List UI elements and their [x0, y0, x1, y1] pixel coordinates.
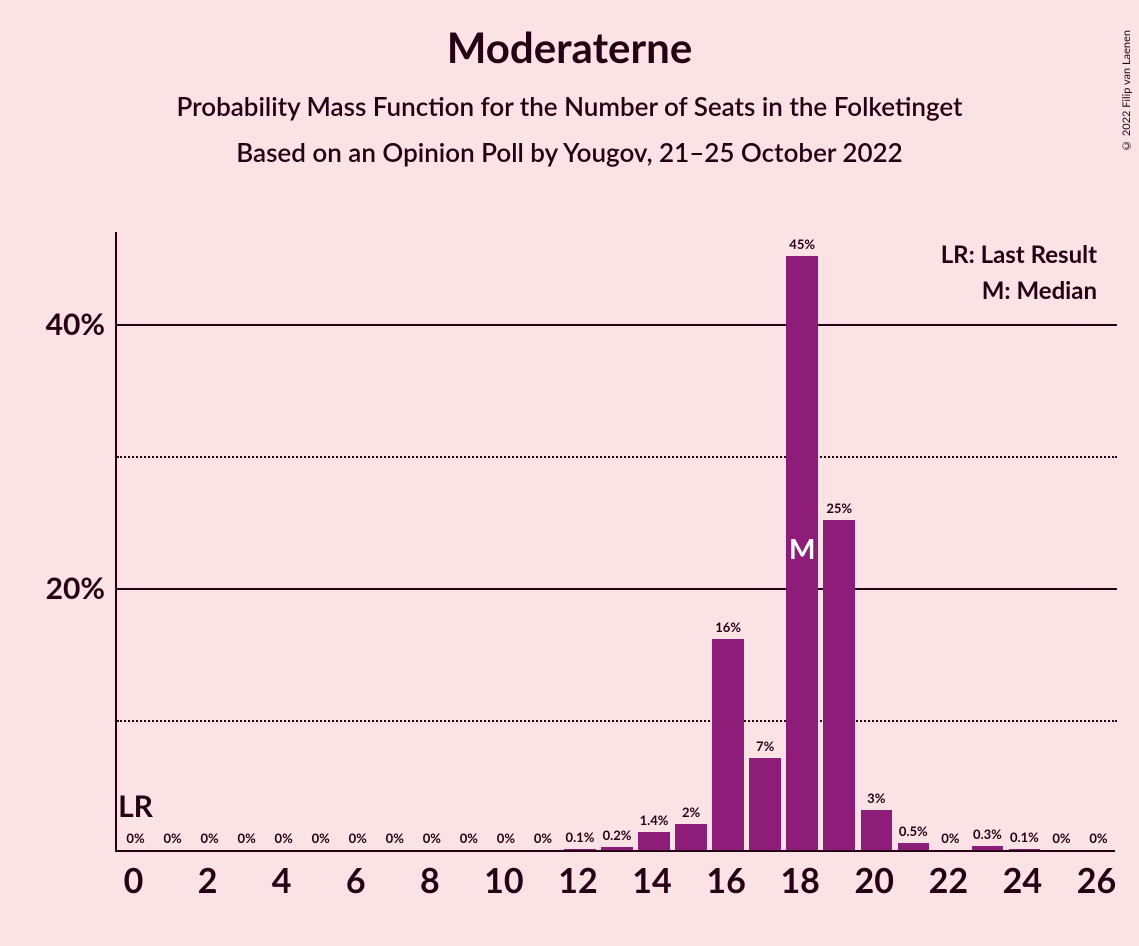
bar-value-label: 0% — [200, 830, 218, 846]
x-tick-label: 14 — [632, 860, 671, 901]
bar-value-label: 3% — [867, 790, 885, 806]
y-tick-label: 20% — [46, 570, 105, 606]
copyright-text: © 2022 Filip van Laenen — [1120, 30, 1133, 152]
x-tick-label: 2 — [198, 860, 218, 901]
bar-value-label: 0% — [238, 830, 256, 846]
bar — [601, 847, 632, 850]
x-tick-label: 20 — [855, 860, 894, 901]
chart-subtitle-2: Based on an Opinion Poll by Yougov, 21–2… — [0, 136, 1139, 168]
x-tick-label: 10 — [484, 860, 523, 901]
chart-title: Moderaterne — [0, 22, 1139, 72]
x-tick-label: 22 — [929, 860, 968, 901]
chart-subtitle-1: Probability Mass Function for the Number… — [0, 90, 1139, 122]
bar — [675, 824, 706, 850]
x-tick-label: 6 — [346, 860, 366, 901]
bar — [712, 639, 743, 850]
gridline-major — [117, 324, 1117, 326]
x-tick-label: 18 — [780, 860, 819, 901]
bar — [564, 849, 595, 850]
bar — [749, 758, 780, 850]
bar-value-label: 0% — [312, 830, 330, 846]
bar-value-label: 0.1% — [1010, 829, 1039, 845]
bar-value-label: 0.5% — [899, 823, 928, 839]
bar — [638, 832, 669, 850]
bar-value-label: 1.4% — [640, 812, 669, 828]
y-tick-label: 40% — [46, 306, 105, 342]
bar-value-label: 0% — [1052, 830, 1070, 846]
bar-value-label: 0% — [349, 830, 367, 846]
x-tick-label: 26 — [1077, 860, 1116, 901]
bar-value-label: 45% — [789, 236, 815, 252]
bar-value-label: 0% — [275, 830, 293, 846]
bar-value-label: 0% — [460, 830, 478, 846]
bar-value-label: 0% — [534, 830, 552, 846]
x-tick-label: 12 — [558, 860, 597, 901]
bar-value-label: 0% — [386, 830, 404, 846]
bar-value-label: 0% — [163, 830, 181, 846]
bar — [1009, 849, 1040, 850]
bar — [823, 520, 854, 850]
bar-value-label: 0% — [1089, 830, 1107, 846]
x-tick-label: 0 — [124, 860, 144, 901]
gridline-minor — [117, 456, 1117, 458]
median-marker: M — [789, 531, 815, 565]
bar-value-label: 0% — [497, 830, 515, 846]
legend-lr: LR: Last Result — [941, 240, 1097, 269]
bar-value-label: 0% — [126, 830, 144, 846]
bar-value-label: 0% — [941, 830, 959, 846]
bar-value-label: 7% — [756, 738, 774, 754]
x-tick-label: 4 — [272, 860, 292, 901]
bar-value-label: 0.1% — [566, 829, 595, 845]
gridline-major — [117, 588, 1117, 590]
bar-value-label: 0.2% — [603, 827, 632, 843]
legend-m: M: Median — [982, 276, 1097, 305]
bar — [861, 810, 892, 850]
last-result-marker: LR — [118, 788, 153, 824]
bar — [898, 843, 929, 850]
bar-value-label: 0.3% — [973, 826, 1002, 842]
bar-value-label: 2% — [682, 804, 700, 820]
bar-value-label: 16% — [715, 619, 741, 635]
x-tick-label: 24 — [1003, 860, 1042, 901]
bar-value-label: 25% — [826, 500, 852, 516]
bar — [972, 846, 1003, 850]
gridline-minor — [117, 720, 1117, 722]
bar-value-label: 0% — [423, 830, 441, 846]
chart-area: 0% 0% 0% 0% 0% 0% 0% 0% 0% 0% 0% 0% 0.1% 0.2% 1.4% 2% 16… — [115, 232, 1115, 852]
x-tick-label: 8 — [420, 860, 440, 901]
plot-area: 0% 0% 0% 0% 0% 0% 0% 0% 0% 0% 0% 0% 0.1% 0.2% 1.4% 2% 16… — [115, 232, 1115, 852]
x-tick-label: 16 — [706, 860, 745, 901]
